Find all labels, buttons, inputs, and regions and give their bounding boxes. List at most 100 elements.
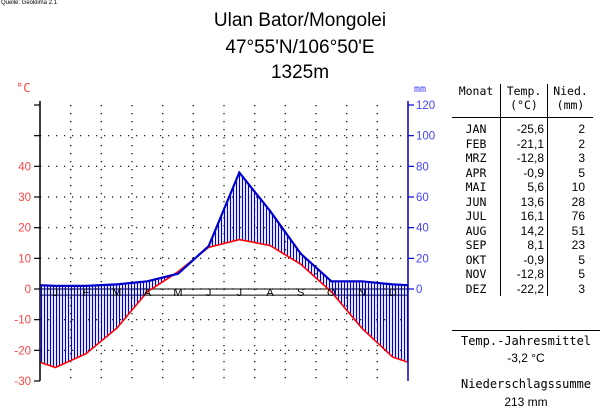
- table-header-prec: Nied. (mm): [547, 84, 593, 112]
- month-label: M: [112, 287, 121, 299]
- right-tick-label: 80: [416, 161, 429, 173]
- station-coordinates: 47°55'N/106°50'E: [225, 37, 375, 58]
- table-row: SEP 8,1 23: [452, 238, 593, 253]
- table-cell-month: NOV: [465, 267, 487, 281]
- left-tick-label: -10: [14, 315, 31, 327]
- month-label: A: [266, 287, 274, 299]
- table-row: NOV -12,8 5: [452, 267, 593, 282]
- table-cell-temp: 5,6: [500, 180, 548, 195]
- table-cell-month: MAI: [465, 180, 487, 194]
- right-tick-label: 100: [416, 131, 435, 143]
- table-header-temp-label: Temp.: [506, 84, 542, 98]
- precipitation-line: [39, 170, 409, 287]
- table-cell-temp: -21,1: [500, 136, 548, 151]
- table-row: JUN 13,6 28: [452, 194, 593, 209]
- table-row: MAI 5,6 10: [452, 180, 593, 195]
- right-tick-label: 60: [416, 192, 429, 204]
- right-axis-unit: mm: [414, 84, 426, 95]
- left-axis-unit: °C: [16, 81, 30, 95]
- table-cell-temp: -0,9: [500, 252, 548, 267]
- table-row: JAN -25,6 2: [452, 117, 593, 137]
- table-cell-month: AUG: [465, 223, 487, 238]
- left-tick-label: -30: [14, 376, 31, 388]
- table-cell-month: SEP: [465, 238, 487, 252]
- annual-temp-label: Temp.-Jahresmittel: [460, 334, 592, 348]
- annual-prec-value: 213 mm: [504, 395, 548, 409]
- right-tick-label: 120: [416, 100, 435, 112]
- table-cell-prec: 76: [547, 209, 593, 224]
- left-tick-label: 10: [18, 253, 31, 265]
- source-note: Quelle: Geoklima 2.1: [1, 0, 58, 6]
- table-cell-month: JUN: [465, 194, 487, 209]
- left-tick-label: 20: [18, 223, 31, 235]
- table-cell-prec: 3: [547, 281, 593, 296]
- table-cell-temp: 14,2: [500, 223, 548, 238]
- month-label: N: [358, 287, 366, 299]
- table-header-month: Monat: [458, 84, 494, 98]
- table-header-prec-unit: (mm): [556, 98, 585, 112]
- table-cell-temp: -22,2: [500, 281, 548, 296]
- table-cell-temp: 13,6: [500, 194, 548, 209]
- month-label: M: [173, 287, 182, 299]
- table-cell-temp: 16,1: [500, 209, 548, 224]
- table-row: APR -0,9 5: [452, 165, 593, 180]
- table-cell-month: OKT: [465, 252, 487, 267]
- table-row: MRZ -12,8 3: [452, 151, 593, 166]
- table-cell-prec: 5: [547, 252, 593, 267]
- table-cell-temp: -12,8: [500, 151, 548, 166]
- annual-temp-value: -3,2 °C: [507, 351, 545, 365]
- table-cell-prec: 28: [547, 194, 593, 209]
- table-row: AUG 14,2 51: [452, 223, 593, 238]
- table-header-prec-label: Nied.: [553, 84, 588, 98]
- right-tick-label: 20: [416, 253, 429, 265]
- table-body: JAN -25,6 2 FEB -21,1 2 MRZ -12,8 3 APR -0,9 5 MAI 5,…: [452, 117, 593, 296]
- table-row: DEZ -22,2 3: [452, 281, 593, 296]
- table-cell-prec: 10: [547, 180, 593, 195]
- month-label: A: [144, 287, 152, 299]
- table-header-temp-unit: (°C): [510, 98, 538, 112]
- table-cell-prec: 5: [547, 267, 593, 282]
- left-tick-label: -20: [14, 345, 31, 357]
- annual-prec-label: Niederschlagssumme: [460, 377, 592, 391]
- table-bottom-rule: [452, 330, 600, 331]
- month-label: D: [389, 287, 397, 299]
- table-cell-temp: -12,8: [500, 267, 548, 282]
- table-cell-temp: -0,9: [500, 165, 548, 180]
- table-cell-month: DEZ: [465, 281, 487, 296]
- left-tick-label: 30: [18, 192, 31, 204]
- month-label: J: [53, 287, 59, 299]
- right-tick-label: 40: [416, 223, 429, 235]
- table-cell-prec: 51: [547, 223, 593, 238]
- month-label: O: [327, 287, 336, 299]
- left-tick-label: 0: [25, 284, 31, 296]
- temperature-line: [39, 238, 409, 369]
- climate-table: Monat Temp. (°C) Nied. (mm) JAN -25,6 2 FEB…: [452, 84, 593, 296]
- chart-lines: [39, 170, 409, 369]
- table-row: FEB -21,1 2: [452, 136, 593, 151]
- table-cell-temp: 8,1: [500, 238, 548, 253]
- table-cell-temp: -25,6: [500, 117, 548, 137]
- table-row: JUL 16,1 76: [452, 209, 593, 224]
- table-cell-month: MRZ: [465, 151, 487, 165]
- station-title: Ulan Bator/Mongolei: [213, 10, 387, 31]
- right-tick-label: 0: [416, 284, 422, 296]
- table-cell-month: JUL: [465, 209, 487, 223]
- month-label: J: [206, 287, 212, 299]
- month-label: J: [237, 287, 243, 299]
- chart-axes: [34, 101, 414, 382]
- month-label: S: [297, 287, 304, 299]
- precipitation-hatching: [40, 172, 409, 367]
- table-cell-month: JAN: [465, 122, 487, 136]
- table-cell-prec: 3: [547, 151, 593, 166]
- month-label: F: [83, 287, 90, 299]
- table-header-temp: Temp. (°C): [500, 84, 548, 112]
- left-tick-label: 40: [18, 161, 31, 173]
- station-elevation: 1325m: [270, 62, 330, 83]
- table-row: OKT -0,9 5: [452, 252, 593, 267]
- table-cell-prec: 23: [547, 238, 593, 253]
- table-cell-prec: 5: [547, 165, 593, 180]
- table-cell-prec: 2: [547, 117, 593, 137]
- table-cell-month: APR: [465, 165, 487, 180]
